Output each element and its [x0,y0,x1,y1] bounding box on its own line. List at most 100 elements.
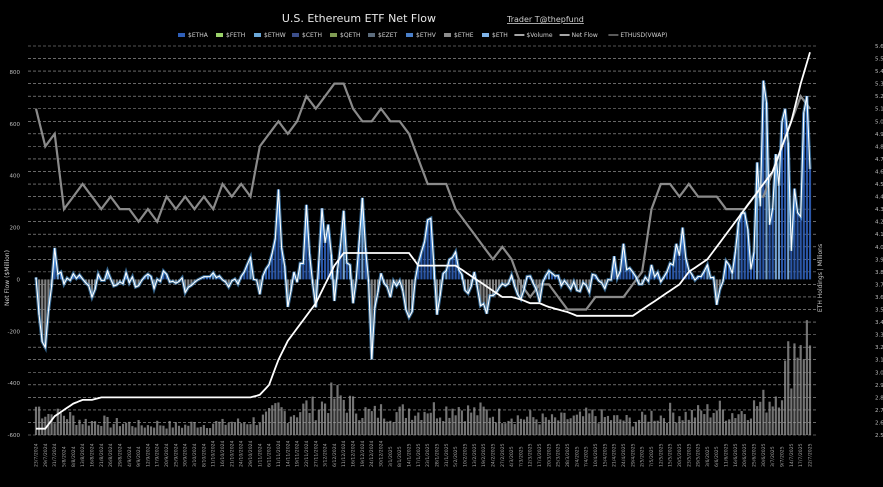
legend-item: $ETHA [178,32,209,39]
volume-bar [712,412,715,435]
volume-bar [473,407,476,435]
x-tick-label: 7/3/2025 [518,446,524,467]
net-flow-bar [575,279,578,291]
volume-bar [78,419,81,435]
legend-label: $ETHW [264,32,286,39]
volume-bar [271,405,274,435]
net-flow-bar [386,279,389,288]
net-flow-bar [429,218,432,280]
volume-bar [243,422,246,435]
volume-bar [208,428,212,435]
x-tick-label: 24/12/2024 [369,440,375,467]
net-flow-bar [802,112,805,280]
legend-label: $ETHA [188,32,209,39]
x-tick-label: 6/11/2024 [267,443,273,467]
x-tick-label: 29/10/2024 [248,440,254,467]
volume-bar [563,412,566,435]
net-flow-bar [752,252,756,280]
net-flow-bar [516,279,519,295]
volume-bar [529,410,532,435]
x-tick-label: 8/10/2024 [201,443,207,467]
x-tick-label: 28/1/2025 [434,443,440,467]
net-flow-bar [361,197,364,280]
volume-bar [62,415,66,435]
volume-bar [128,421,131,435]
x-tick-label: 20/5/2025 [677,443,683,467]
volume-bar [619,419,622,435]
volume-bar [706,404,709,435]
volume-bar [771,406,774,435]
volume-bar [697,405,700,435]
y2-tick-label: 4.3 [875,207,883,213]
net-flow-bar [187,279,190,288]
x-tick-label: 3/1/2025 [388,446,394,467]
volume-bar [609,420,613,435]
volume-bar [34,406,38,435]
legend-label: $ETHV [416,32,437,39]
y-tick-label: 200 [10,226,21,232]
gridlines [28,45,818,436]
volume-bar [140,425,143,435]
net-flow-bar [519,279,522,300]
net-flow-bar [728,265,731,280]
volume-bar [420,419,423,435]
volume-bar [681,420,684,435]
net-flow-bar [678,255,681,280]
volume-bar [268,407,271,435]
x-tick-label: 6/12/2024 [332,443,338,467]
y2-tick-label: 4.4 [875,195,883,201]
volume-bar [463,421,467,435]
x-tick-label: 28/3/2025 [565,443,571,467]
net-flow-bar [137,279,140,286]
volume-bar [87,425,90,435]
volume-bar [547,419,550,435]
net-flow-bar [280,248,283,280]
volume-bar [358,420,361,435]
net-flow-bar [498,279,501,288]
x-tick-label: 25/6/2025 [752,443,758,467]
y2-tick-label: 3.2 [875,345,883,351]
net-flow-bar [389,279,392,298]
volume-bar [439,417,442,435]
legend-swatch [406,33,413,37]
volume-bar [665,422,669,435]
y2-axis-label: ETH Holdings | Millions [817,244,824,312]
x-axis-ticks: 23/7/2024 29/7/2024 31/7/2024 5/8/2024 8/8/2… [34,440,814,467]
y-tick-label: -600 [8,433,21,439]
legend-swatch [482,33,489,37]
legend-item: $ETH [482,32,508,39]
volume-bar [44,416,47,435]
volume-bar [734,418,737,435]
legend-label: ETHUSD(VWAP) [620,32,667,39]
net-flow-bar [451,257,454,280]
volume-bar [407,408,411,435]
x-tick-label: 14/7/2025 [789,443,795,467]
legend-swatch [330,33,337,37]
volume-bar [616,415,619,435]
volume-bar [93,421,97,435]
volume-bar [103,415,106,435]
volume-bar [466,405,470,435]
net-flow-bar [457,269,460,280]
net-flow-bar [47,279,50,312]
net-flow-bar [115,279,118,285]
x-tick-label: 9/7/2025 [780,446,786,467]
x-tick-label: 29/5/2025 [696,443,702,467]
volume-bar [146,425,149,435]
volume-bar [187,425,190,435]
net-flow-bar [672,265,675,280]
x-tick-label: 25/9/2024 [173,443,179,467]
volume-bar [379,404,383,435]
volume-bar [255,425,258,435]
volume-bar [361,417,364,435]
net-flow-bar [550,273,554,280]
volume-bar [246,424,249,435]
legend-label: $CETH [302,32,322,39]
y2-tick-label: 2.7 [875,408,883,414]
volume-bar [376,417,380,435]
volume-bar [445,406,448,435]
y2-axis-ticks: 5.6 5.5 5.4 5.3 5.2 5.1 5.0 4.9 4.8 4.7 4.6 4.5 4.4 4… [875,44,883,439]
net-flow-bar [44,279,47,348]
legend-swatch [216,33,223,37]
x-tick-label: 20/6/2025 [742,443,748,467]
